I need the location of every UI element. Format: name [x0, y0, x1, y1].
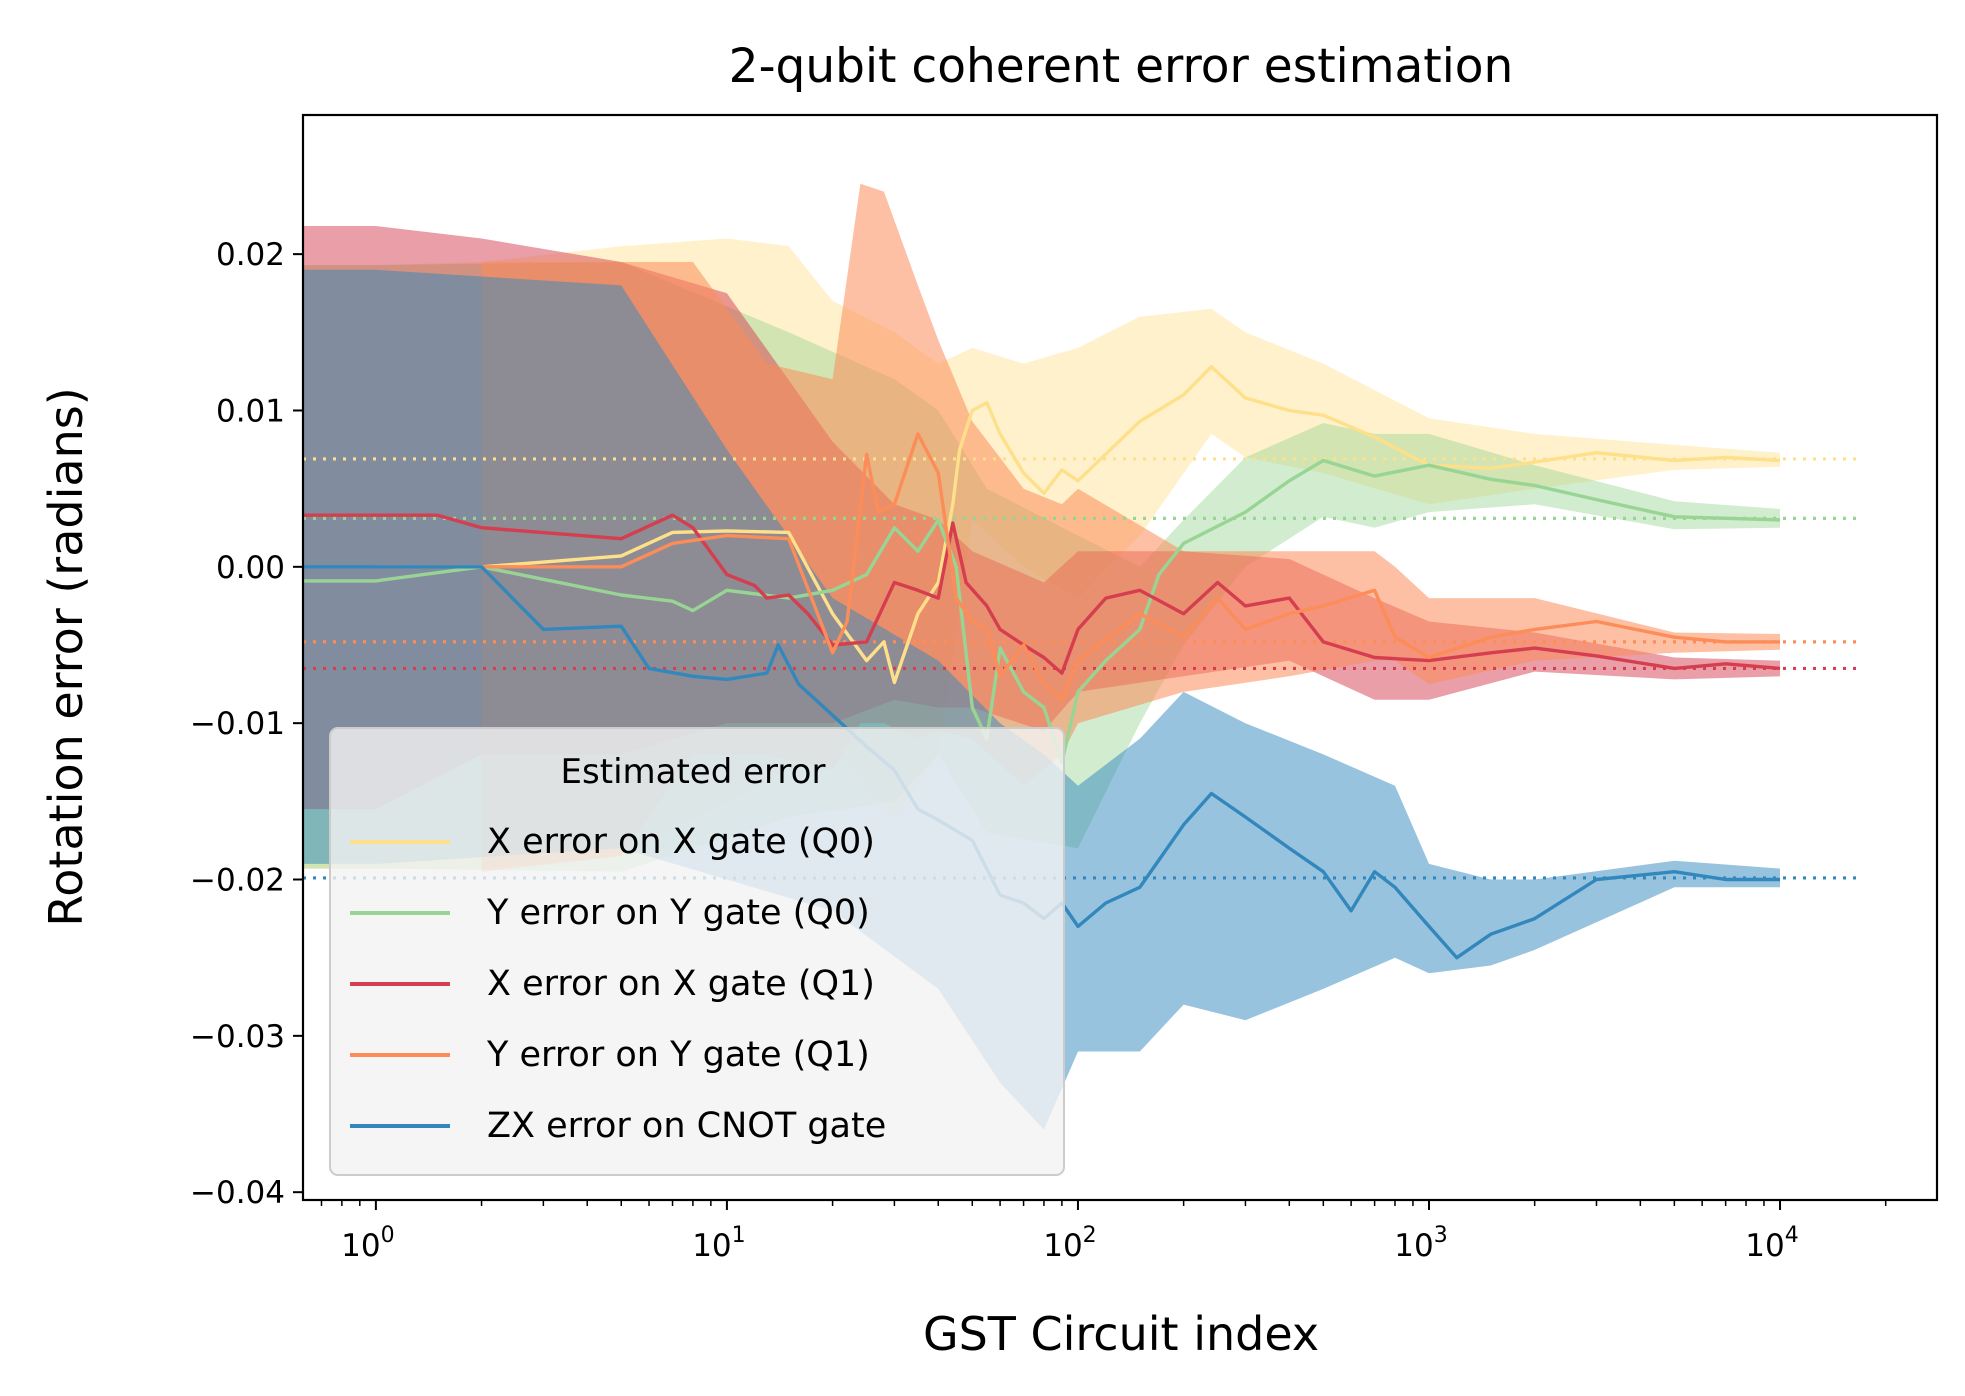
x-tick-label: 101 [692, 1223, 745, 1264]
x-tick-label: 102 [1043, 1223, 1096, 1264]
legend: Estimated error X error on X gate (Q0) Y … [329, 727, 1065, 1176]
band-zx-error-on-cnot-gate [303, 269, 1780, 1130]
y-tick-label: 0.00 [216, 550, 285, 586]
y-tick-label: 0.01 [216, 393, 285, 429]
x-axis-ticks: 100 101 102 103 104 [320, 1200, 1887, 1264]
confidence-bands [303, 183, 1781, 1130]
y-tick-label: −0.04 [190, 1175, 285, 1211]
y-tick-label: 0.02 [216, 237, 285, 273]
y-tick-label: −0.02 [190, 863, 285, 899]
legend-label-x-error-on-x-gate-q0: X error on X gate (Q0) [487, 822, 875, 862]
line-y-error-on-y-gate-q1 [375, 432, 1780, 702]
x-tick-label: 100 [341, 1223, 394, 1264]
line-y-error-on-y-gate-q0 [303, 458, 1781, 764]
line-x-error-on-x-gate-q0 [375, 365, 1781, 685]
legend-label-y-error-on-y-gate-q0: Y error on Y gate (Q0) [486, 893, 870, 933]
y-tick-label: −0.01 [190, 706, 285, 742]
x-tick-label: 104 [1745, 1223, 1798, 1264]
y-axis-label: Rotation error (radians) [39, 387, 93, 926]
legend-box [329, 727, 1065, 1176]
legend-label-x-error-on-x-gate-q1: X error on X gate (Q1) [487, 964, 875, 1004]
legend-items: X error on X gate (Q0) Y error on Y gate … [350, 822, 886, 1146]
plot-area-frame [301, 113, 1939, 1202]
chart-title: 2-qubit coherent error estimation [729, 39, 1514, 94]
line-x-error-on-x-gate-q1 [303, 513, 1781, 675]
legend-label-y-error-on-y-gate-q1: Y error on Y gate (Q1) [486, 1035, 870, 1075]
legend-title: Estimated error [561, 752, 826, 792]
x-tick-label: 103 [1394, 1223, 1447, 1264]
y-axis-ticks: 0.02 0.01 0.00 −0.01 −0.02 −0.03 −0.04 [190, 237, 303, 1211]
y-tick-label: −0.03 [190, 1019, 285, 1055]
legend-label-zx-error-on-cnot-gate: ZX error on CNOT gate [487, 1106, 886, 1146]
x-axis-label: GST Circuit index [923, 1307, 1319, 1361]
